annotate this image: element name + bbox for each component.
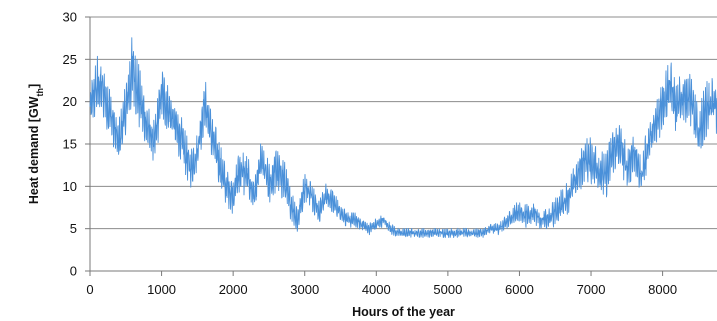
- axes: [85, 16, 717, 276]
- x-tick-label: 8000: [648, 282, 677, 297]
- x-tick-label: 3000: [290, 282, 319, 297]
- heat-demand-series-line: [89, 37, 717, 239]
- y-axis-title: Heat demand [GWth]: [27, 84, 45, 204]
- y-tick-label: 30: [63, 10, 77, 25]
- y-tick-label: 0: [70, 264, 77, 279]
- y-axis-title-subscript: th: [35, 88, 45, 97]
- y-tick-label: 20: [63, 94, 77, 109]
- y-axis-title-prefix: Heat demand [GW: [27, 96, 41, 204]
- y-tick-label: 5: [70, 221, 77, 236]
- y-tick-label: 15: [63, 137, 77, 152]
- x-tick-label: 2000: [219, 282, 248, 297]
- x-tick-label: 7000: [577, 282, 606, 297]
- x-tick-label: 5000: [433, 282, 462, 297]
- x-tick-label: 1000: [147, 282, 176, 297]
- x-tick-label: 6000: [505, 282, 534, 297]
- series-layer: [89, 37, 717, 239]
- x-tick-label: 4000: [362, 282, 391, 297]
- gridlines: [90, 16, 717, 230]
- x-tick-label: 0: [86, 282, 93, 297]
- y-tick-label: 10: [63, 179, 77, 194]
- y-axis-title-suffix: ]: [27, 84, 41, 88]
- x-axis-title: Hours of the year: [352, 305, 455, 319]
- tick-labels: 0 5 10 15 20 25 30 0 1000 2000 3000 4000 5000 6000 700…: [63, 10, 678, 298]
- y-tick-label: 25: [63, 52, 77, 67]
